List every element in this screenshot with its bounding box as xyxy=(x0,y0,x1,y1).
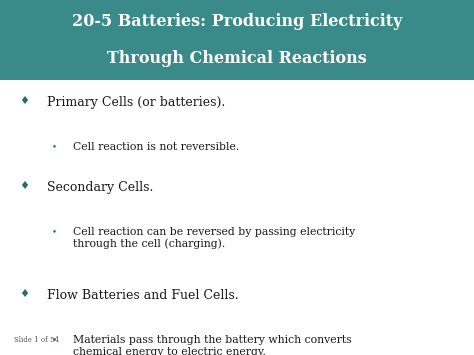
Text: ♦: ♦ xyxy=(18,289,29,299)
Text: ♦: ♦ xyxy=(18,181,29,191)
Text: Cell reaction can be reversed by passing electricity
through the cell (charging): Cell reaction can be reversed by passing… xyxy=(73,227,356,250)
Text: •: • xyxy=(52,335,57,344)
Text: 20-5 Batteries: Producing Electricity: 20-5 Batteries: Producing Electricity xyxy=(72,13,402,30)
Text: Materials pass through the battery which converts
chemical energy to electric en: Materials pass through the battery which… xyxy=(73,335,352,355)
Text: •: • xyxy=(52,142,57,151)
Text: Through Chemical Reactions: Through Chemical Reactions xyxy=(107,50,367,67)
FancyBboxPatch shape xyxy=(0,0,474,80)
Text: •: • xyxy=(52,227,57,236)
Text: Flow Batteries and Fuel Cells.: Flow Batteries and Fuel Cells. xyxy=(47,289,239,302)
Text: Cell reaction is not reversible.: Cell reaction is not reversible. xyxy=(73,142,240,152)
Text: Secondary Cells.: Secondary Cells. xyxy=(47,181,154,194)
Text: Primary Cells (or batteries).: Primary Cells (or batteries). xyxy=(47,96,226,109)
Text: ♦: ♦ xyxy=(18,96,29,106)
Text: Slide 1 of 54: Slide 1 of 54 xyxy=(14,336,59,344)
